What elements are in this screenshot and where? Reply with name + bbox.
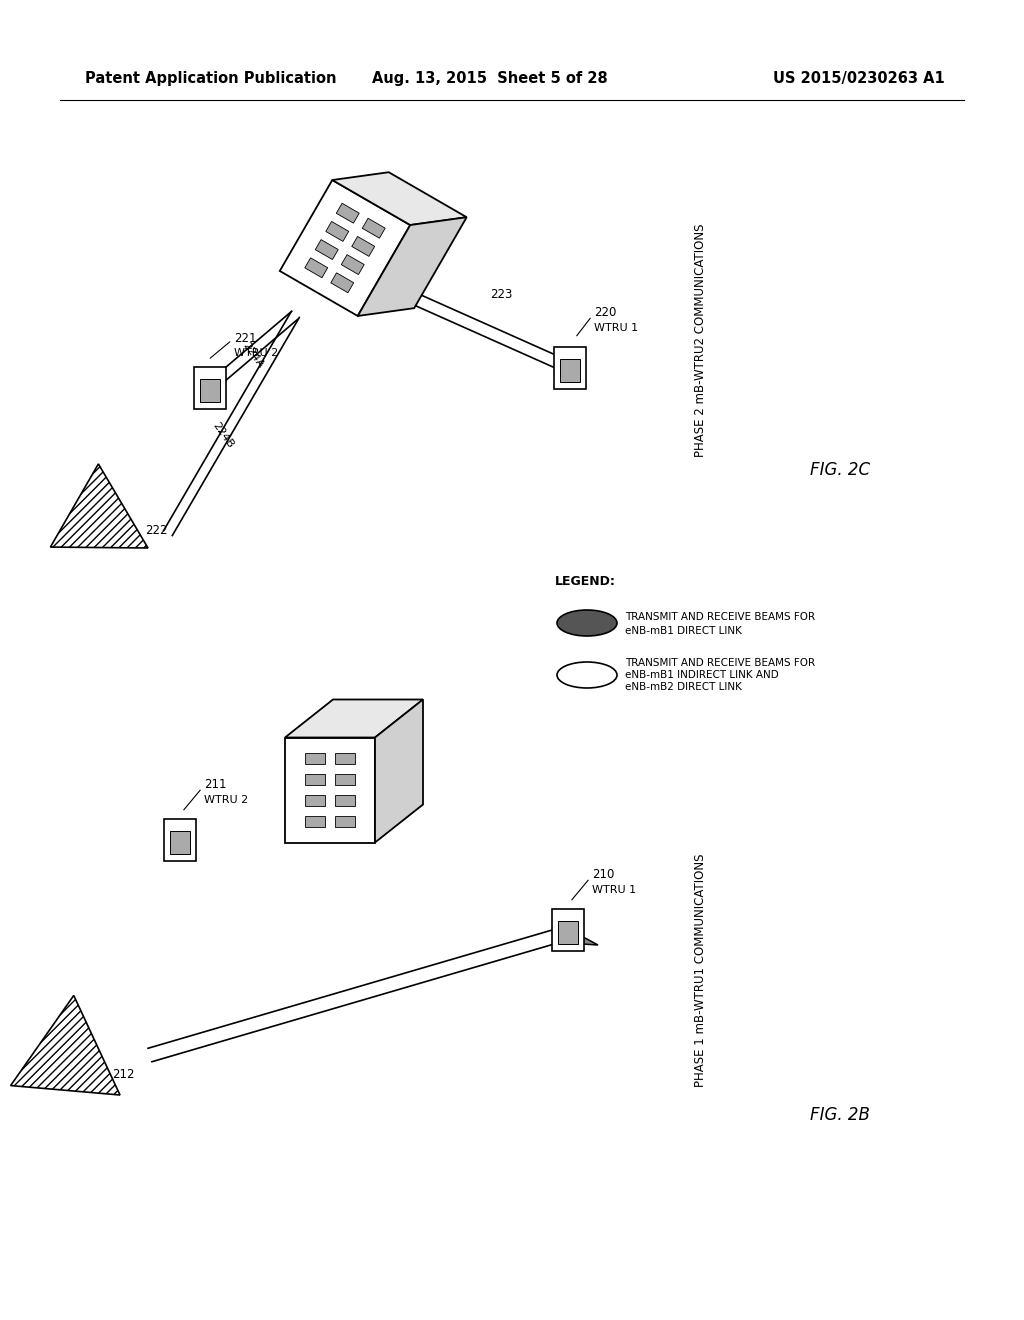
Polygon shape <box>285 700 423 738</box>
Polygon shape <box>305 257 328 277</box>
Text: PHASE 2 mB-WTRU2 COMMUNICATIONS: PHASE 2 mB-WTRU2 COMMUNICATIONS <box>693 223 707 457</box>
Polygon shape <box>352 236 375 256</box>
Text: 212: 212 <box>113 1068 135 1081</box>
Text: 211: 211 <box>204 779 226 792</box>
Text: TRANSMIT AND RECEIVE BEAMS FOR: TRANSMIT AND RECEIVE BEAMS FOR <box>625 657 815 668</box>
Polygon shape <box>335 816 355 828</box>
Polygon shape <box>552 909 584 950</box>
Text: 224B: 224B <box>210 420 234 450</box>
Text: WTRU 2: WTRU 2 <box>204 795 248 805</box>
Polygon shape <box>561 928 598 945</box>
Polygon shape <box>559 359 581 381</box>
Text: Patent Application Publication: Patent Application Publication <box>85 70 337 86</box>
Text: eNB-mB1 DIRECT LINK: eNB-mB1 DIRECT LINK <box>625 626 741 636</box>
Polygon shape <box>305 816 325 828</box>
Polygon shape <box>335 795 355 807</box>
Text: eNB-mB2 DIRECT LINK: eNB-mB2 DIRECT LINK <box>625 682 741 692</box>
Polygon shape <box>335 774 355 785</box>
Ellipse shape <box>557 610 617 636</box>
Polygon shape <box>357 218 467 315</box>
Text: LEGEND:: LEGEND: <box>555 576 615 587</box>
Text: WTRU 2: WTRU 2 <box>234 348 279 358</box>
Ellipse shape <box>557 663 617 688</box>
Text: 220: 220 <box>594 306 616 319</box>
Text: US 2015/0230263 A1: US 2015/0230263 A1 <box>773 70 945 86</box>
Polygon shape <box>280 180 411 315</box>
Polygon shape <box>315 240 338 260</box>
Polygon shape <box>554 347 586 389</box>
Polygon shape <box>10 995 120 1096</box>
Polygon shape <box>336 203 359 223</box>
Text: eNB-mB1 INDIRECT LINK AND: eNB-mB1 INDIRECT LINK AND <box>625 671 778 680</box>
Text: 223: 223 <box>490 289 512 301</box>
Polygon shape <box>305 752 325 764</box>
Polygon shape <box>362 218 385 238</box>
Polygon shape <box>170 830 190 854</box>
Polygon shape <box>194 367 226 409</box>
Polygon shape <box>200 379 220 401</box>
Polygon shape <box>326 222 349 242</box>
Polygon shape <box>50 463 148 548</box>
Polygon shape <box>285 738 375 842</box>
Text: WTRU 1: WTRU 1 <box>594 323 638 333</box>
Polygon shape <box>375 700 423 842</box>
Polygon shape <box>305 774 325 785</box>
Polygon shape <box>335 752 355 764</box>
Polygon shape <box>332 172 467 224</box>
Text: TRANSMIT AND RECEIVE BEAMS FOR: TRANSMIT AND RECEIVE BEAMS FOR <box>625 612 815 622</box>
Text: PHASE 1 mB-WTRU1 COMMUNICATIONS: PHASE 1 mB-WTRU1 COMMUNICATIONS <box>693 853 707 1086</box>
Text: 222: 222 <box>145 524 168 536</box>
Text: 224A: 224A <box>240 341 265 370</box>
Polygon shape <box>164 818 196 861</box>
Text: 210: 210 <box>592 869 614 882</box>
Text: FIG. 2B: FIG. 2B <box>810 1106 869 1125</box>
Polygon shape <box>331 273 353 293</box>
Text: Aug. 13, 2015  Sheet 5 of 28: Aug. 13, 2015 Sheet 5 of 28 <box>372 70 608 86</box>
Polygon shape <box>305 795 325 807</box>
Text: 221: 221 <box>234 331 256 345</box>
Polygon shape <box>341 255 365 275</box>
Text: WTRU 1: WTRU 1 <box>592 884 636 895</box>
Polygon shape <box>558 920 579 944</box>
Text: FIG. 2C: FIG. 2C <box>810 461 870 479</box>
